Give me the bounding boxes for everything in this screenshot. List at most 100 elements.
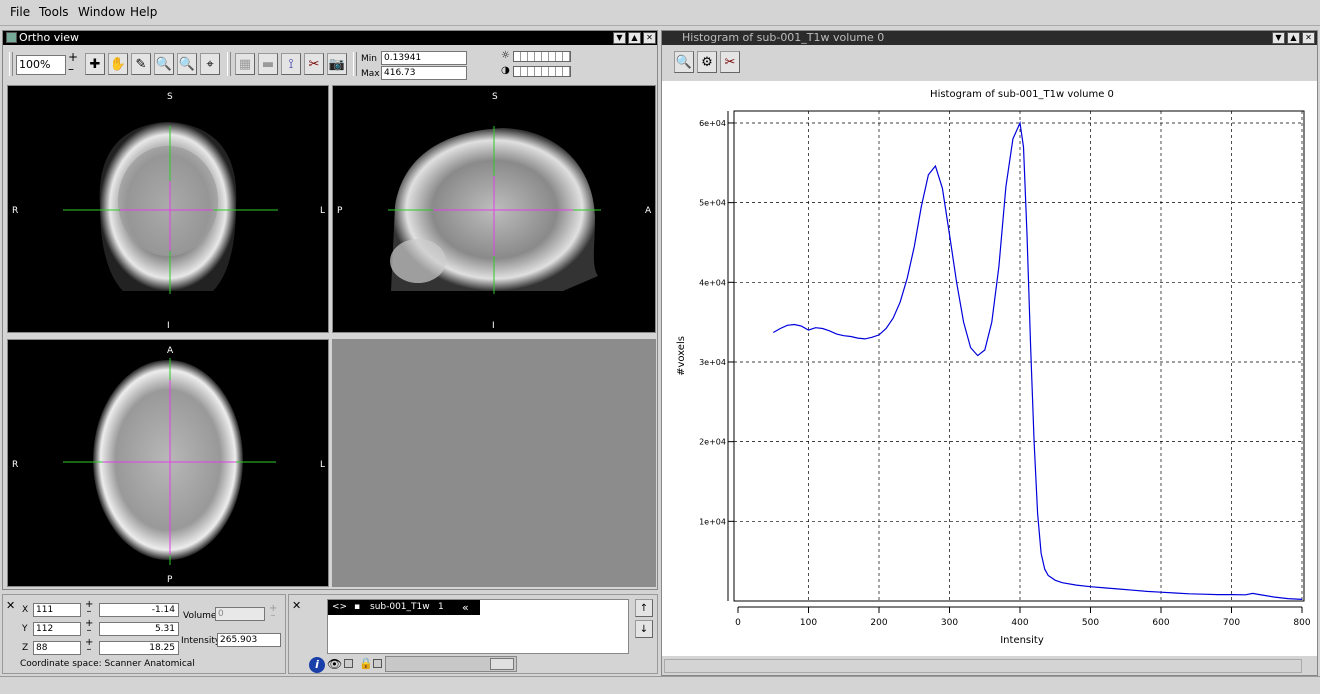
x-label: X <box>22 605 29 615</box>
ortho-toolbar: 100% + – ✚ ✋ ✎ 🔍 🔍 ⌖ ▦ ▬ ⟟ ✂ 📷 Min 0.1394… <box>3 47 657 81</box>
toolbar-separator <box>227 52 231 76</box>
coronal-canvas[interactable]: S I R L <box>7 85 329 333</box>
hist-zoom-icon[interactable]: 🔍 <box>674 51 694 73</box>
toolbar-separator-2 <box>353 52 357 76</box>
x-world-input[interactable]: -1.14 <box>99 603 179 617</box>
move-up-icon[interactable]: ↑ <box>635 599 653 617</box>
y-tick-label: 1e+04 <box>699 517 726 526</box>
volume-input[interactable]: 0 <box>215 607 265 621</box>
sagittal-right-label: A <box>645 206 652 216</box>
collapse-icon[interactable]: « <box>462 601 469 614</box>
z-voxel-input[interactable]: 88 <box>33 641 81 655</box>
menu-tools[interactable]: Tools <box>39 5 69 19</box>
edit-icon[interactable]: ▬ <box>258 53 278 75</box>
menu-file[interactable]: File <box>10 5 31 19</box>
y-label: Y <box>22 624 28 634</box>
x-tick-label: 300 <box>941 618 958 628</box>
layout-icon[interactable]: ▦ <box>235 53 255 75</box>
sagittal-canvas[interactable]: S I P A <box>332 85 656 333</box>
overlay-panel: ✕ <> ▪ sub-001_T1w 1 « ↑ ↓ i 👁 🔒 <box>288 594 658 674</box>
overlay-name: sub-001_T1w <box>370 602 430 612</box>
axial-top-label: A <box>167 346 174 356</box>
info-icon[interactable]: i <box>309 657 325 673</box>
menu-window[interactable]: Window <box>78 5 126 19</box>
plot-frame <box>733 110 1305 602</box>
max-label: Max <box>361 69 380 79</box>
crosshair-tool-icon[interactable]: ✚ <box>85 53 105 75</box>
eye-icon[interactable]: 👁 <box>327 657 343 671</box>
location-close-icon[interactable]: ✕ <box>6 599 16 612</box>
pan-hand-icon[interactable]: ✋ <box>108 53 128 75</box>
hist-settings-icon[interactable]: ⚙ <box>697 51 717 73</box>
sagittal-bottom-label: I <box>492 321 495 331</box>
hist-minimize-icon[interactable]: ▼ <box>1272 32 1285 44</box>
menu-bar: File Tools Window Help <box>0 0 1320 26</box>
edit-select-icon[interactable]: ⟟ <box>281 53 301 75</box>
brightness-slider[interactable] <box>513 51 571 62</box>
ortho-titlebar: Ortho view ▼ ▲ ✕ <box>3 31 657 45</box>
x-tick-label: 600 <box>1152 618 1169 628</box>
status-bar <box>0 676 1320 694</box>
x-axis-label: Intensity <box>1000 635 1044 646</box>
x-stepper[interactable]: + – <box>85 599 94 617</box>
visibility-checkbox[interactable] <box>344 659 353 668</box>
hist-maximize-icon[interactable]: ▲ <box>1287 32 1300 44</box>
axial-slice <box>63 358 276 565</box>
zoom-input[interactable]: 100% <box>16 55 66 75</box>
y-voxel-input[interactable]: 112 <box>33 622 81 636</box>
center-cursor-icon[interactable]: ⌖ <box>200 53 220 75</box>
overlay-list-item[interactable]: <> ▪ sub-001_T1w 1 « <box>328 600 480 615</box>
hist-tools-icon[interactable]: ✂ <box>720 51 740 73</box>
move-down-icon[interactable]: ↓ <box>635 620 653 638</box>
ortho-view-window: Ortho view ▼ ▲ ✕ 100% + – ✚ ✋ ✎ 🔍 🔍 ⌖ ▦ ▬… <box>2 30 658 590</box>
histogram-chart[interactable]: Histogram of sub-001_T1w volume 0 0 100 20… <box>662 81 1317 656</box>
axial-bottom-label: P <box>167 575 173 585</box>
axial-left-label: R <box>12 460 19 470</box>
y-tick-label: 2e+04 <box>699 438 726 447</box>
visibility-toggle-icon[interactable]: <> <box>332 602 348 612</box>
sagittal-slice <box>388 126 601 294</box>
lock-icon[interactable]: ▪ <box>354 602 361 612</box>
min-label: Min <box>361 54 377 64</box>
opacity-slider[interactable] <box>385 656 517 672</box>
app-icon <box>6 32 17 43</box>
min-input[interactable]: 0.13941 <box>381 51 467 65</box>
y-stepper[interactable]: + – <box>85 618 94 636</box>
minimize-icon[interactable]: ▼ <box>613 32 626 44</box>
max-input[interactable]: 416.73 <box>381 66 467 80</box>
zoom-icon[interactable]: 🔍 <box>154 53 174 75</box>
volume-label: Volume <box>183 611 217 621</box>
camera-icon[interactable]: 📷 <box>327 53 347 75</box>
tools-icon[interactable]: ✂ <box>304 53 324 75</box>
opacity-slider-handle[interactable] <box>490 658 514 670</box>
y-tick-label: 4e+04 <box>699 278 726 287</box>
overlay-close-icon[interactable]: ✕ <box>292 599 302 612</box>
histogram-line <box>773 120 1303 600</box>
coronal-left-label: R <box>12 206 19 216</box>
padlock-icon[interactable]: 🔒 <box>359 657 373 670</box>
toolbar-grip[interactable] <box>9 52 13 76</box>
zoom-stepper[interactable]: + – <box>68 50 79 76</box>
z-stepper[interactable]: + – <box>85 637 94 655</box>
lock-checkbox[interactable] <box>373 659 382 668</box>
hist-close-icon[interactable]: ✕ <box>1302 32 1315 44</box>
y-world-input[interactable]: 5.31 <box>99 622 179 636</box>
close-icon[interactable]: ✕ <box>643 32 656 44</box>
menu-help[interactable]: Help <box>130 5 158 19</box>
histogram-titlebar: Histogram of sub-001_T1w volume 0 ▼ ▲ ✕ <box>662 31 1317 45</box>
sagittal-top-label: S <box>492 92 498 102</box>
x-tick-label: 500 <box>1082 618 1099 628</box>
volume-stepper[interactable]: + – <box>269 603 278 621</box>
coronal-top-label: S <box>167 92 173 102</box>
reset-zoom-icon[interactable]: 🔍 <box>177 53 197 75</box>
x-voxel-input[interactable]: 111 <box>33 603 81 617</box>
sagittal-left-label: P <box>337 206 343 216</box>
contrast-slider[interactable] <box>513 66 571 77</box>
maximize-icon[interactable]: ▲ <box>628 32 641 44</box>
x-tick-label: 700 <box>1223 618 1240 628</box>
z-label: Z <box>22 643 29 653</box>
pencil-icon[interactable]: ✎ <box>131 53 151 75</box>
z-world-input[interactable]: 18.25 <box>99 641 179 655</box>
axial-canvas[interactable]: A P R L <box>7 339 329 587</box>
y-axis-label: #voxels <box>676 336 687 376</box>
